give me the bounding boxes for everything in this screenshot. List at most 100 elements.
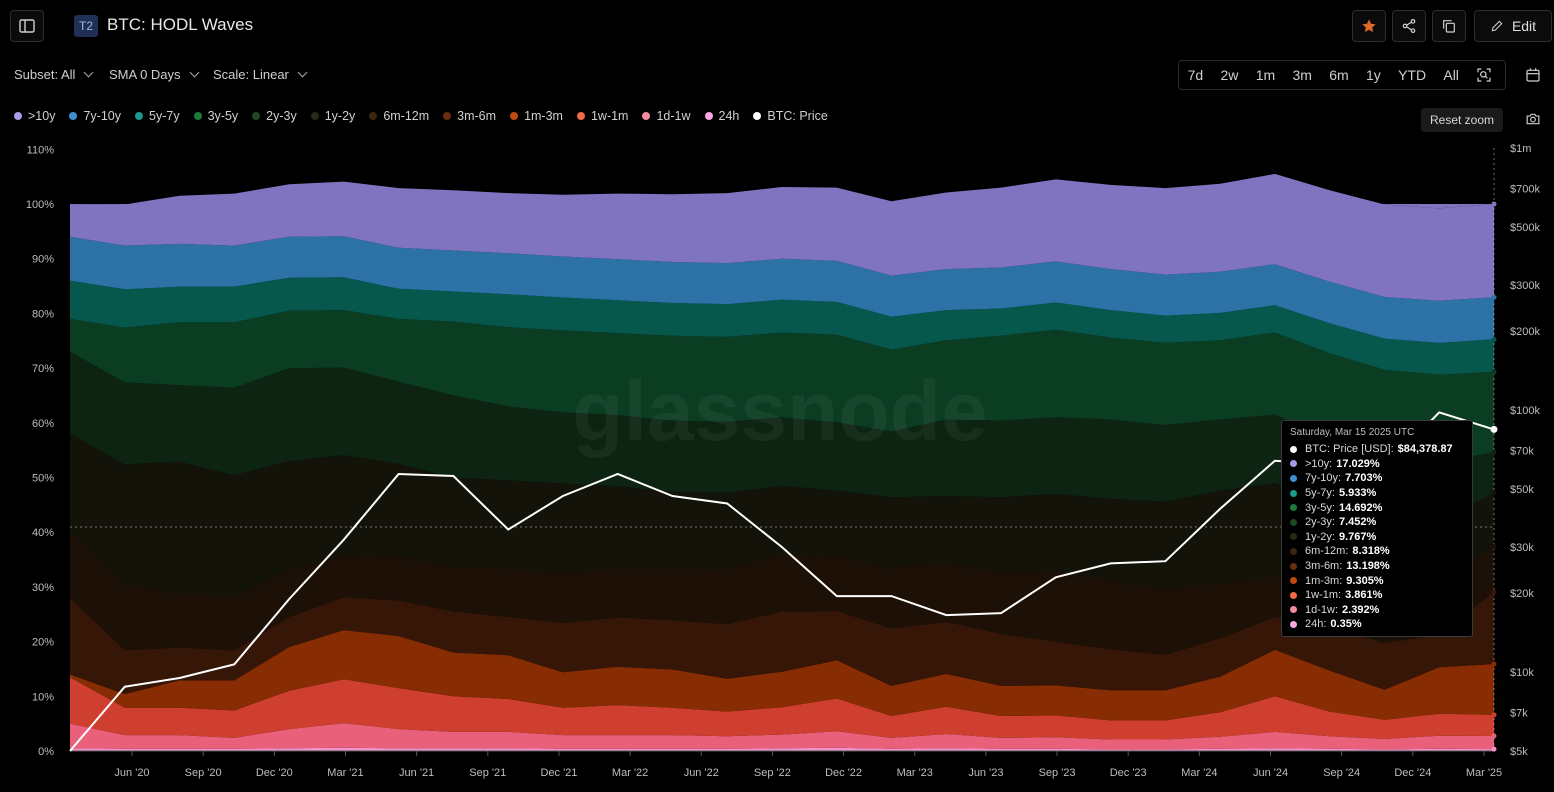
- range-2w[interactable]: 2w: [1220, 67, 1239, 83]
- range-1m[interactable]: 1m: [1255, 67, 1276, 83]
- y2-tick-label: $1m: [1510, 143, 1531, 155]
- y2-tick-label: $50k: [1510, 484, 1534, 496]
- range-all[interactable]: All: [1443, 67, 1459, 83]
- hover-marker: [1491, 746, 1497, 752]
- y-tick-label: 50%: [32, 473, 54, 485]
- x-tick-label: Jun '21: [399, 767, 434, 779]
- screenshot-button[interactable]: [1526, 112, 1540, 130]
- legend-item[interactable]: 3y-5y: [193, 109, 238, 123]
- tooltip-value: $84,378.87: [1397, 443, 1453, 456]
- y2-tick-label: $10k: [1510, 667, 1534, 679]
- y-tick-label: 10%: [32, 691, 54, 703]
- tooltip-label: BTC: Price [USD]:: [1305, 443, 1394, 456]
- tooltip-dot: [1290, 533, 1297, 541]
- subset-select[interactable]: Subset: All: [14, 67, 94, 82]
- series-10y-area: [70, 173, 1494, 301]
- hover-marker: [1491, 294, 1497, 300]
- x-tick-label: Jun '23: [968, 767, 1003, 779]
- y2-tick-label: $70k: [1510, 446, 1534, 458]
- range-6m[interactable]: 6m: [1329, 67, 1349, 83]
- zoom-select-icon[interactable]: [1476, 67, 1492, 83]
- legend-item[interactable]: 1w-1m: [576, 109, 628, 123]
- legend-item[interactable]: 1m-3m: [510, 109, 563, 123]
- share-button[interactable]: [1392, 10, 1426, 42]
- tooltip-value: 9.305%: [1346, 574, 1384, 587]
- tooltip-label: 3m-6m:: [1305, 560, 1343, 573]
- tooltip-value: 5.933%: [1338, 487, 1377, 500]
- legend-item[interactable]: 1d-1w: [642, 109, 691, 123]
- series-1w-area: [70, 677, 1494, 740]
- tooltip-row: BTC: Price [USD]: $84,378.87: [1290, 442, 1464, 457]
- x-tick-label: Jun '24: [1253, 767, 1288, 779]
- legend-dot: [193, 112, 202, 120]
- sidebar-toggle-button[interactable]: [10, 10, 44, 42]
- tooltip-row: 1y-2y: 9.767%: [1290, 530, 1464, 545]
- page-title: BTC: HODL Waves: [107, 15, 254, 34]
- range-3m[interactable]: 3m: [1292, 67, 1312, 83]
- series-2y-area: [70, 351, 1494, 523]
- hover-marker: [1491, 661, 1497, 667]
- x-tick-label: Dec '23: [1110, 767, 1147, 779]
- range-selector: 7d 2w 1m 3m 6m 1y YTD All: [1178, 60, 1506, 90]
- tooltip-dot: [1290, 620, 1297, 628]
- hover-marker: [1491, 543, 1497, 549]
- hover-marker: [1491, 490, 1497, 496]
- legend-item[interactable]: 7y-10y: [69, 109, 121, 123]
- x-tick-label: Dec '21: [540, 767, 577, 779]
- tooltip-value: 17.029%: [1336, 457, 1380, 470]
- tooltip-date: Saturday, Mar 15 2025 UTC: [1290, 427, 1415, 438]
- range-1y[interactable]: 1y: [1365, 67, 1381, 83]
- y2-tick-label: $5k: [1510, 746, 1528, 758]
- favorite-button[interactable]: [1352, 10, 1386, 42]
- legend-label: 6m-12m: [383, 109, 430, 123]
- tooltip-label: >10y:: [1305, 457, 1333, 470]
- legend-label: BTC: Price: [767, 109, 828, 123]
- tooltip-value: 9.767%: [1338, 530, 1377, 543]
- hover-marker: [1491, 369, 1497, 375]
- y2-tick-label: $200k: [1510, 326, 1540, 338]
- y-tick-label: 90%: [32, 254, 54, 266]
- sma-select[interactable]: SMA 0 Days: [109, 67, 199, 82]
- duplicate-button[interactable]: [1432, 10, 1466, 42]
- hover-marker: [1491, 449, 1497, 455]
- x-tick-label: Mar '25: [1466, 767, 1502, 779]
- y-tick-label: 0%: [38, 746, 54, 758]
- legend-label: 3m-6m: [457, 109, 497, 123]
- legend-item[interactable]: >10y: [14, 109, 55, 123]
- camera-icon: [1526, 113, 1540, 125]
- tooltip-dot: [1290, 489, 1297, 497]
- sidebar-icon: [19, 19, 35, 33]
- legend-item[interactable]: 5y-7y: [135, 109, 180, 123]
- series-6m-area: [70, 532, 1494, 655]
- y-tick-label: 40%: [32, 527, 54, 539]
- x-axis: Jun '20 Sep '20 Dec '20 Mar '21 Jun '21 Sep '…: [70, 750, 1502, 779]
- tooltip-row: 1m-3m: 9.305%: [1290, 573, 1464, 588]
- y2-tick-label: $7k: [1510, 708, 1528, 720]
- legend-item[interactable]: 2y-3y: [252, 109, 297, 123]
- x-tick-label: Dec '24: [1394, 767, 1431, 779]
- legend-dot: [642, 112, 651, 120]
- legend-item[interactable]: BTC: Price: [753, 109, 828, 123]
- edit-button[interactable]: Edit: [1474, 10, 1552, 42]
- y-tick-label: 30%: [32, 582, 54, 594]
- reset-zoom-button[interactable]: Reset zoom: [1421, 108, 1503, 132]
- data-tooltip: Saturday, Mar 15 2025 UTC BTC: Price [US…: [1281, 420, 1473, 637]
- legend-item[interactable]: 1y-2y: [310, 109, 355, 123]
- scale-select[interactable]: Scale: Linear: [213, 67, 308, 82]
- x-tick-label: Jun '20: [114, 767, 149, 779]
- tooltip-value: 8.318%: [1352, 545, 1390, 558]
- chart-legend: >10y 7y-10y 5y-7y 3y-5y 2y-3y 1y-2y 6m-12m 3m-6…: [14, 107, 842, 125]
- tooltip-value: 13.198%: [1346, 560, 1390, 573]
- x-tick-label: Sep '21: [469, 767, 506, 779]
- tooltip-row: 7y-10y: 7.703%: [1290, 471, 1464, 486]
- range-7d[interactable]: 7d: [1187, 67, 1204, 83]
- legend-item[interactable]: 3m-6m: [443, 109, 496, 123]
- range-ytd[interactable]: YTD: [1398, 67, 1427, 83]
- legend-item[interactable]: 6m-12m: [369, 109, 429, 123]
- x-tick-label: Sep '22: [754, 767, 791, 779]
- legend-item[interactable]: 24h: [704, 109, 739, 123]
- legend-dot: [510, 112, 519, 120]
- tooltip-label: 24h:: [1305, 618, 1327, 631]
- date-picker-button[interactable]: [1514, 60, 1552, 90]
- x-tick-label: Jun '22: [684, 767, 719, 779]
